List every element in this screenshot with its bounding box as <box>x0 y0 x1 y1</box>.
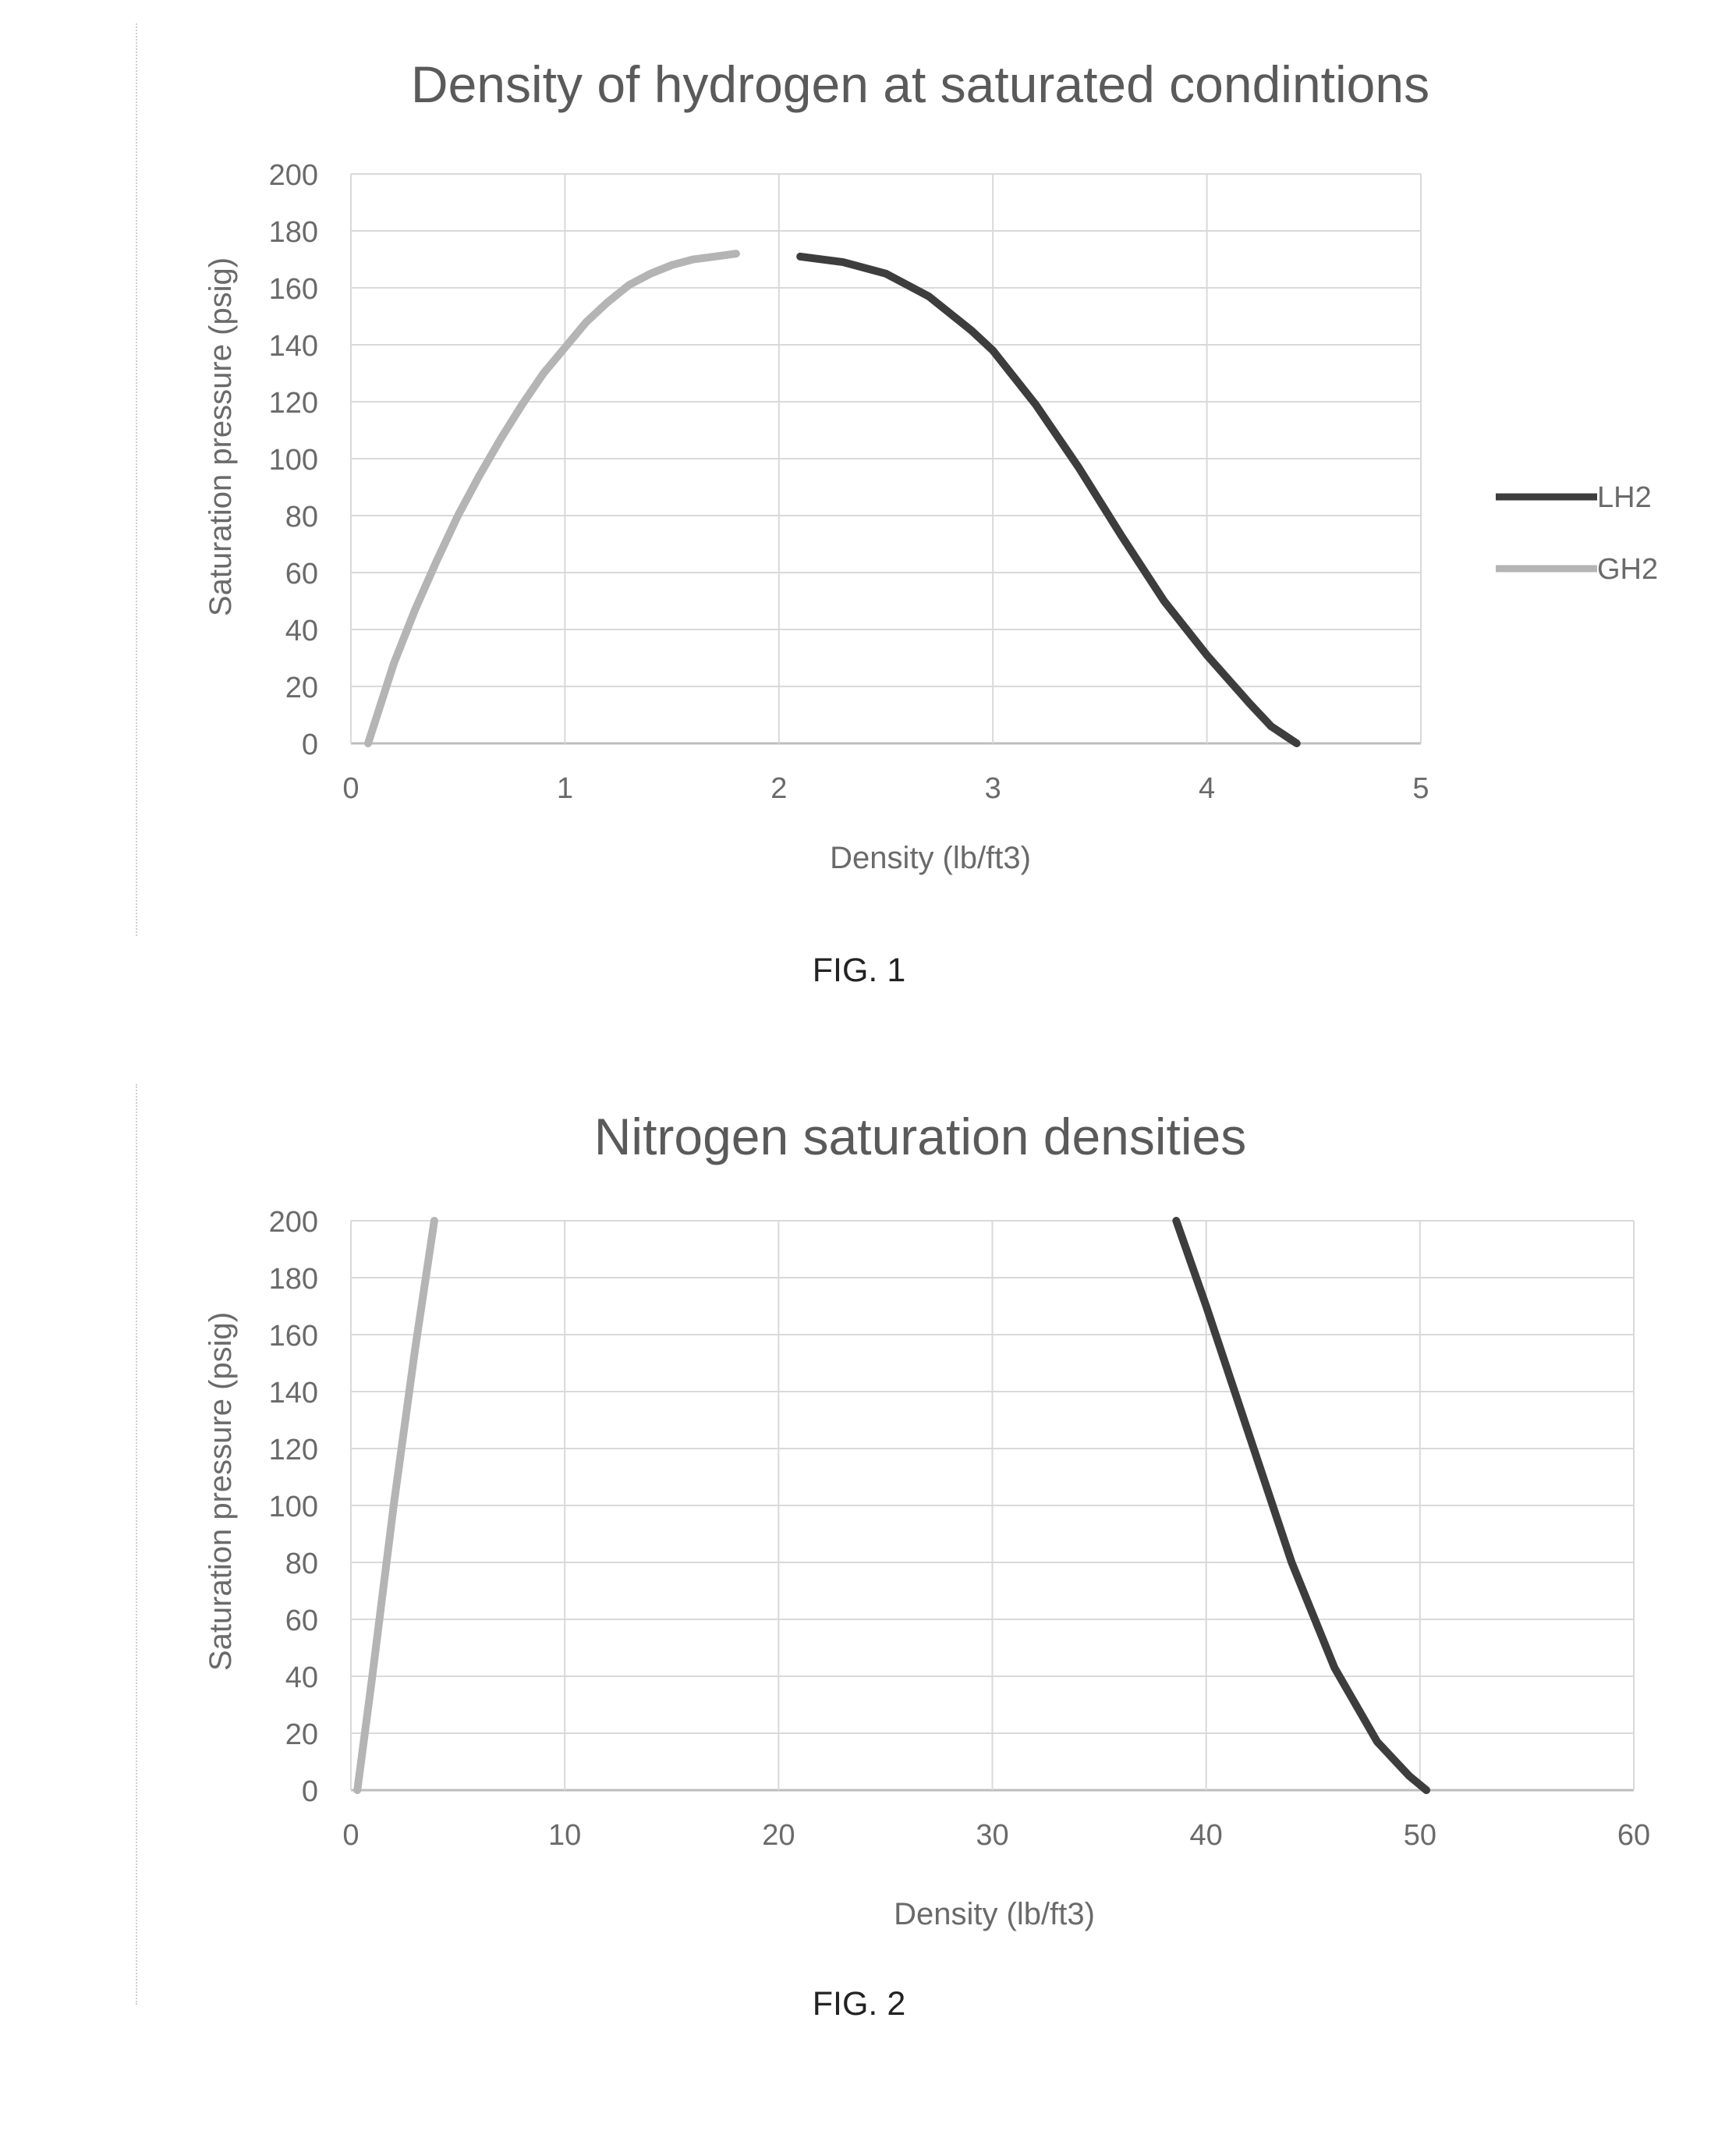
x-axis-label: Density (lb/ft3) <box>830 841 1031 875</box>
page-margin-line <box>136 1084 137 2005</box>
x-tick-label: 30 <box>976 1819 1008 1852</box>
y-tick-label: 180 <box>269 1263 318 1296</box>
y-tick-label: 80 <box>285 1548 318 1580</box>
y-tick-label: 60 <box>285 558 318 590</box>
y-tick-label: 120 <box>269 387 318 420</box>
y-tick-label: 20 <box>285 1718 318 1751</box>
x-tick-label: 60 <box>1617 1819 1650 1852</box>
chart-series <box>353 1217 1431 1794</box>
chart-series <box>364 250 1301 747</box>
chart-title: Density of hydrogen at saturated condint… <box>411 55 1429 113</box>
y-tick-label: 200 <box>269 1206 318 1239</box>
x-axis-label: Density (lb/ft3) <box>894 1897 1095 1931</box>
y-tick-label: 40 <box>285 615 318 647</box>
y-tick-label: 200 <box>269 159 318 192</box>
y-tick-label: 160 <box>269 273 318 306</box>
y-tick-label: 0 <box>302 1775 318 1808</box>
chart-gridlines <box>350 173 1422 745</box>
chart-gridlines <box>350 1220 1635 1792</box>
x-tick-label: 0 <box>342 772 359 805</box>
x-tick-labels: 0 10 20 30 40 50 60 <box>342 1819 1650 1852</box>
y-tick-label: 100 <box>269 444 318 477</box>
x-tick-label: 40 <box>1190 1819 1223 1852</box>
x-tick-label: 20 <box>762 1819 795 1852</box>
nitrogen-density-chart: Nitrogen saturation densities 0 20 40 60 80 1… <box>204 1108 1650 1931</box>
x-tick-label: 4 <box>1199 772 1215 805</box>
x-tick-label: 1 <box>557 772 573 805</box>
page-margin-line <box>136 23 137 936</box>
y-tick-label: 40 <box>285 1661 318 1694</box>
y-tick-label: 60 <box>285 1605 318 1637</box>
y-tick-labels: 0 20 40 60 80 100 120 140 160 180 200 <box>269 1206 318 1808</box>
y-tick-label: 80 <box>285 501 318 534</box>
series-line-gh2 <box>364 250 740 747</box>
y-tick-label: 180 <box>269 216 318 249</box>
legend-label-gh2: GH2 <box>1597 553 1658 586</box>
y-axis-label: Saturation pressure (psig) <box>204 1312 238 1671</box>
x-tick-label: 10 <box>548 1819 581 1852</box>
y-axis-label: Saturation pressure (psig) <box>204 257 238 616</box>
chart-legend: LH2 GH2 <box>1496 481 1658 586</box>
y-tick-label: 140 <box>269 1377 318 1410</box>
y-tick-label: 120 <box>269 1434 318 1466</box>
y-tick-labels: 0 20 40 60 80 100 120 140 160 180 200 <box>269 159 318 761</box>
figure-caption: FIG. 2 <box>812 1985 906 2023</box>
x-tick-label: 50 <box>1404 1819 1436 1852</box>
chart-title: Nitrogen saturation densities <box>594 1108 1246 1165</box>
x-tick-label: 5 <box>1412 772 1429 805</box>
y-tick-label: 100 <box>269 1491 318 1523</box>
y-tick-label: 160 <box>269 1320 318 1353</box>
x-tick-label: 0 <box>342 1819 359 1852</box>
legend-label-lh2: LH2 <box>1597 481 1652 514</box>
series-line-lh2 <box>796 252 1301 747</box>
series-line-2 <box>1172 1217 1431 1794</box>
x-tick-labels: 0 1 2 3 4 5 <box>342 772 1429 805</box>
y-tick-label: 140 <box>269 330 318 363</box>
y-tick-label: 20 <box>285 672 318 704</box>
y-tick-label: 0 <box>302 729 318 761</box>
x-tick-label: 2 <box>770 772 787 805</box>
series-line-1 <box>353 1217 438 1794</box>
hydrogen-density-chart: Density of hydrogen at saturated condint… <box>204 55 1658 875</box>
figure-caption: FIG. 1 <box>812 952 906 989</box>
x-tick-label: 3 <box>985 772 1001 805</box>
